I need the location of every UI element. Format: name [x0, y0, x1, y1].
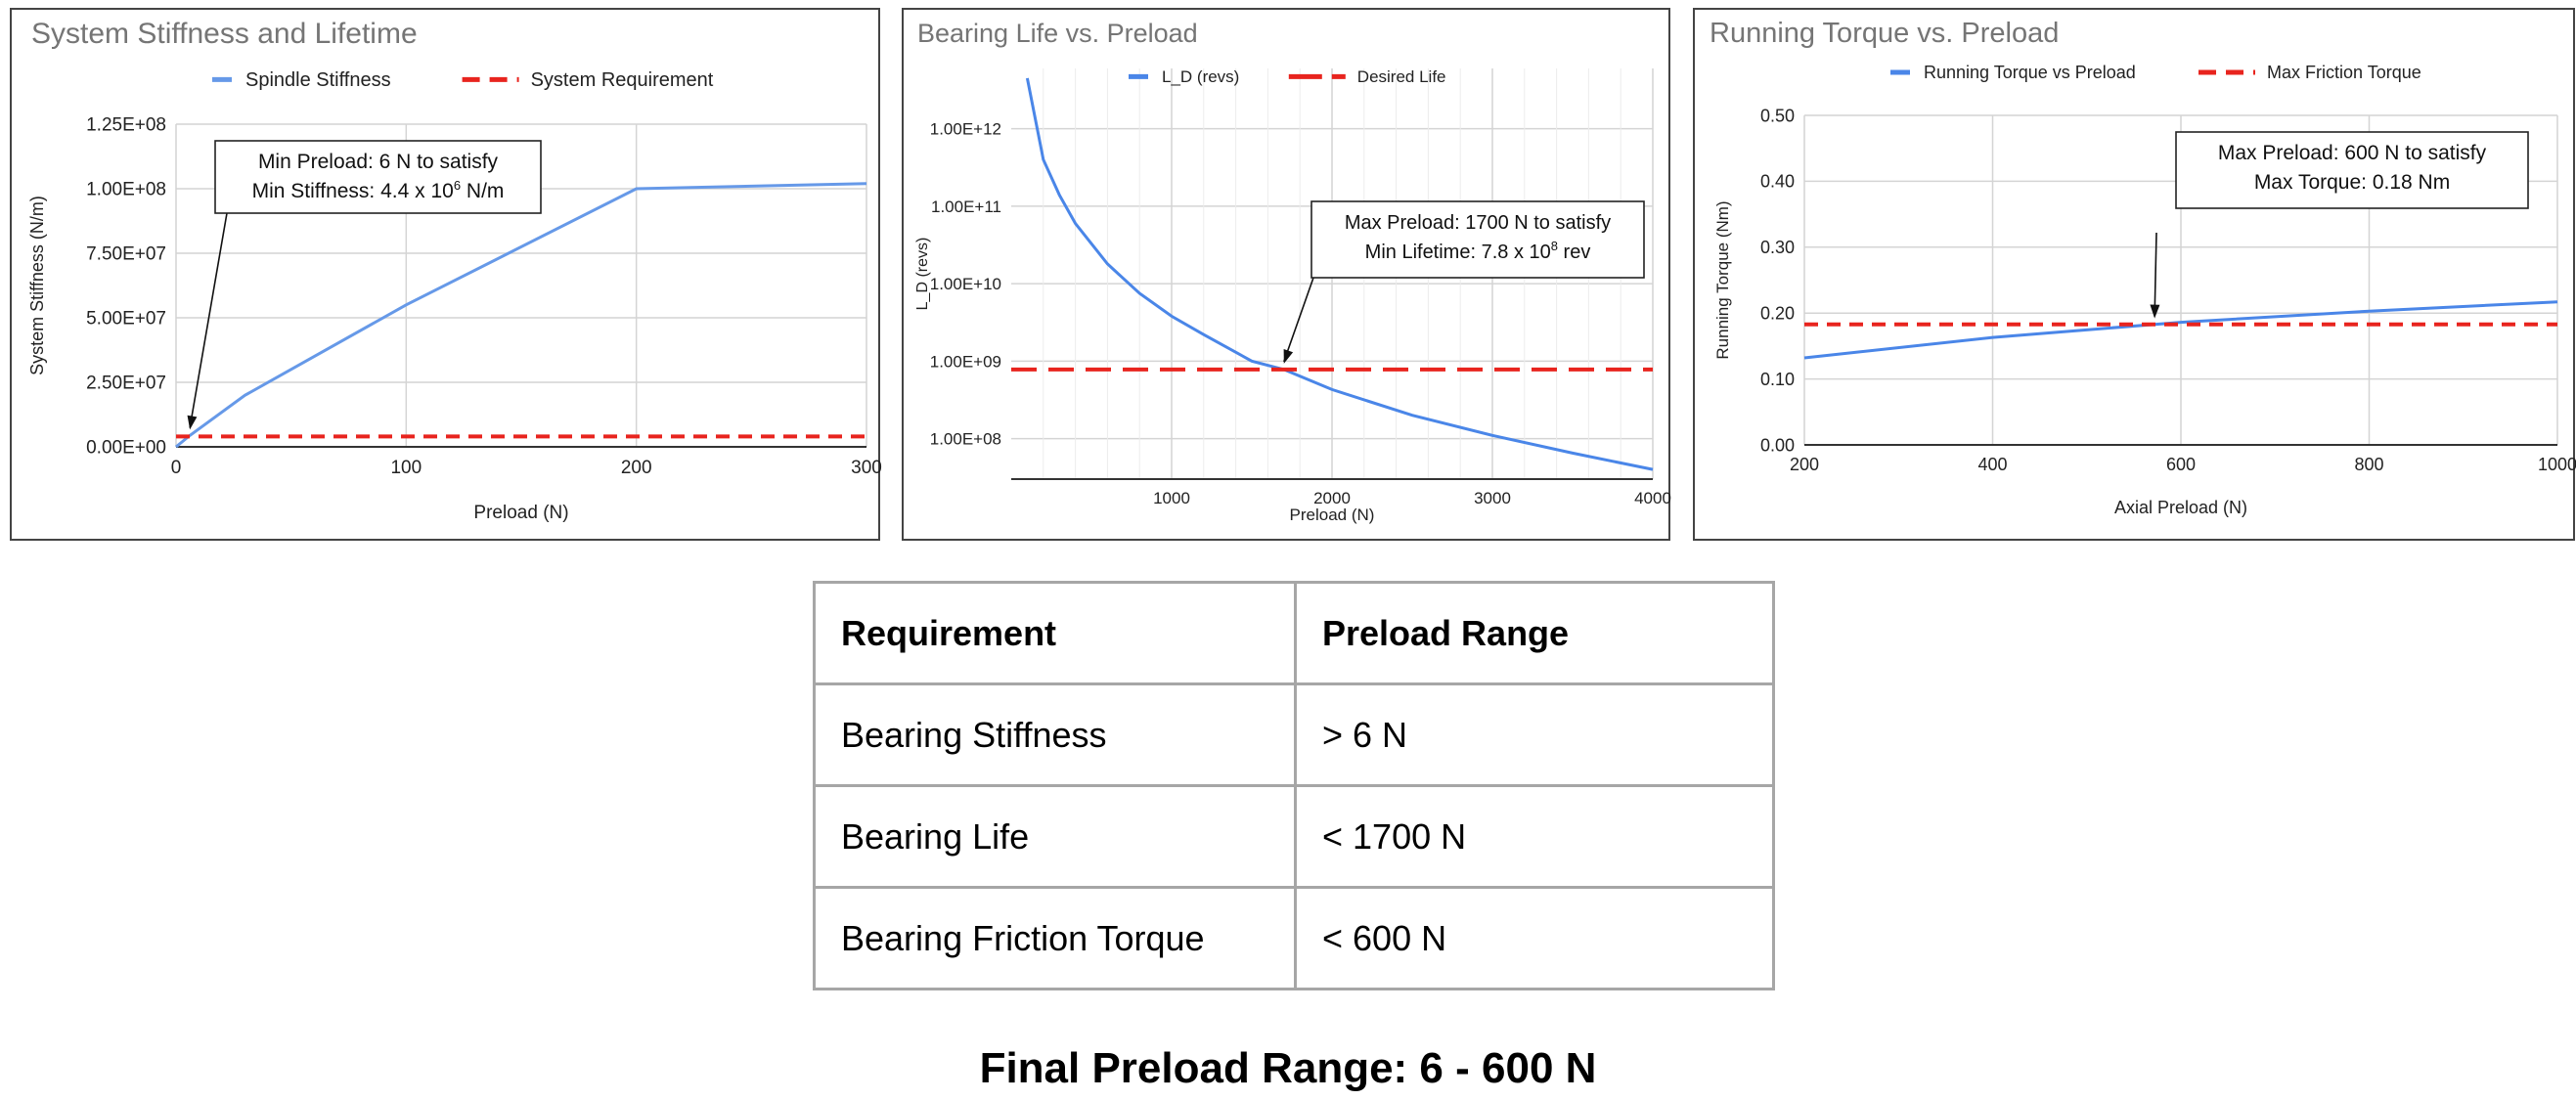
- table-cell: Bearing Friction Torque: [813, 886, 1297, 990]
- annotation-arrow-head: [187, 415, 198, 430]
- y-tick-label: 0.40: [1760, 172, 1795, 192]
- y-tick-label: 1.00E+12: [930, 120, 1001, 139]
- y-tick-label: 1.00E+10: [930, 275, 1001, 293]
- annotation-arrow-line: [2154, 232, 2157, 317]
- x-tick-label: 100: [390, 458, 422, 478]
- table-cell: Bearing Stiffness: [813, 682, 1297, 787]
- table-header-row: Requirement Preload Range: [813, 581, 1775, 685]
- annotation-line-1: Max Preload: 1700 N to satisfy: [1345, 212, 1611, 234]
- x-tick-label: 200: [621, 458, 652, 478]
- annotation-text: Max Torque: 0.18 Nm: [2254, 171, 2450, 194]
- x-tick-label: 400: [1977, 455, 2007, 474]
- annotation-box: [214, 140, 542, 214]
- chart-title: Bearing Life vs. Preload: [917, 19, 1198, 48]
- annotation-box: [1310, 200, 1645, 279]
- y-tick-label: 1.00E+09: [930, 352, 1001, 371]
- chart-title: System Stiffness and Lifetime: [31, 18, 418, 50]
- annotation-text: Min Stiffness: 4.4 x 10: [252, 180, 454, 202]
- x-tick-label: 600: [2166, 455, 2196, 474]
- legend-entry: Max Friction Torque: [2267, 63, 2421, 82]
- annotation-box: [2175, 131, 2529, 209]
- legend-entry: System Requirement: [531, 69, 714, 91]
- annotation-line-2: Min Stiffness: 4.4 x 106 N/m: [252, 178, 505, 202]
- annotation-arrow-head: [2150, 304, 2160, 319]
- legend-entry: L_D (revs): [1162, 67, 1239, 86]
- bearing-life-chart-panel: Bearing Life vs. Preload 1.00E+08 1.00E+09…: [902, 8, 1671, 541]
- y-tick-label: 1.00E+08: [86, 180, 166, 200]
- y-tick-label: 1.00E+08: [930, 430, 1001, 449]
- annotation-arrow-head: [1283, 349, 1294, 364]
- running-torque-chart-panel: Running Torque vs. Preload 0.00 0.10 0.20 0.…: [1693, 8, 2576, 541]
- y-tick-label: 0.50: [1760, 106, 1795, 125]
- y-axis-label: L_D (revs): [914, 238, 931, 311]
- annotation-line-1: Min Preload: 6 N to satisfy: [258, 151, 499, 173]
- x-tick-label: 1000: [1153, 489, 1190, 507]
- y-axis-label: Running Torque (Nm): [1713, 200, 1732, 359]
- annotation-line-2: Min Lifetime: 7.8 x 108 rev: [1365, 239, 1591, 263]
- table-header-preload-range: Preload Range: [1294, 581, 1775, 685]
- stiffness-chart: System Stiffness and Lifetime 0.00E+00 2.5…: [27, 18, 882, 523]
- x-axis-label: Axial Preload (N): [2114, 498, 2247, 517]
- table-cell: < 600 N: [1294, 886, 1775, 990]
- y-tick-label: 0.30: [1760, 238, 1795, 257]
- y-axis-label: System Stiffness (N/m): [27, 196, 47, 375]
- x-tick-label: 2000: [1313, 489, 1351, 507]
- x-tick-label: 800: [2354, 455, 2383, 474]
- x-axis-label: Preload (N): [1290, 506, 1375, 524]
- series-line-0: [1803, 300, 2558, 360]
- annotation-unit: rev: [1558, 242, 1590, 263]
- table-row: Bearing Stiffness > 6 N: [813, 682, 1775, 787]
- y-tick-label: 0.10: [1760, 370, 1795, 389]
- legend-entry: Running Torque vs Preload: [1924, 63, 2136, 82]
- x-tick-label: 1000: [2538, 455, 2576, 474]
- x-tick-label: 3000: [1474, 489, 1511, 507]
- annotation-unit: N/m: [461, 180, 504, 202]
- series-line-0: [175, 182, 867, 449]
- legend-entry: Spindle Stiffness: [245, 69, 391, 91]
- y-tick-label: 7.50E+07: [86, 244, 166, 265]
- annotation-arrow-line: [189, 212, 228, 428]
- table-cell: < 1700 N: [1294, 784, 1775, 889]
- annotation-exponent: 8: [1551, 239, 1558, 253]
- table-cell: > 6 N: [1294, 682, 1775, 787]
- x-tick-label: 200: [1790, 455, 1819, 474]
- table-header-requirement: Requirement: [813, 581, 1297, 685]
- final-preload-range: Final Preload Range: 6 - 600 N: [979, 1044, 1597, 1092]
- annotation-line-1: Max Preload: 600 N to satisfy: [2218, 142, 2487, 164]
- stiffness-chart-panel: System Stiffness and Lifetime 0.00E+00 2.5…: [10, 8, 882, 541]
- table-row: Bearing Friction Torque < 600 N: [813, 886, 1775, 990]
- y-tick-label: 0.00: [1760, 435, 1795, 455]
- y-tick-label: 5.00E+07: [86, 309, 166, 330]
- table-row: Bearing Life < 1700 N: [813, 784, 1775, 889]
- running-torque-chart: Running Torque vs. Preload 0.00 0.10 0.20 0.…: [1710, 18, 2576, 517]
- x-tick-label: 300: [851, 458, 882, 478]
- series-line-0: [1025, 77, 1654, 471]
- x-tick-label: 4000: [1634, 489, 1671, 507]
- annotation-exponent: 6: [454, 178, 461, 193]
- preload-requirements-table: Requirement Preload Range Bearing Stiffn…: [813, 581, 1775, 990]
- y-tick-label: 1.25E+08: [86, 115, 166, 136]
- y-tick-label: 2.50E+07: [86, 374, 166, 394]
- annotation-arrow-line: [1283, 277, 1314, 363]
- annotation-text: Min Lifetime: 7.8 x 10: [1365, 242, 1551, 263]
- x-tick-label: 0: [171, 458, 182, 478]
- annotation-line-2: Max Torque: 0.18 Nm: [2254, 171, 2450, 194]
- y-tick-label: 0.00E+00: [86, 438, 166, 459]
- legend-entry: Desired Life: [1357, 67, 1446, 86]
- chart-title: Running Torque vs. Preload: [1710, 18, 2059, 49]
- table-cell: Bearing Life: [813, 784, 1297, 889]
- y-tick-label: 1.00E+11: [931, 198, 1001, 216]
- y-tick-label: 0.20: [1760, 304, 1795, 324]
- x-axis-label: Preload (N): [473, 503, 568, 523]
- bearing-life-chart: Bearing Life vs. Preload 1.00E+08 1.00E+09…: [914, 19, 1671, 524]
